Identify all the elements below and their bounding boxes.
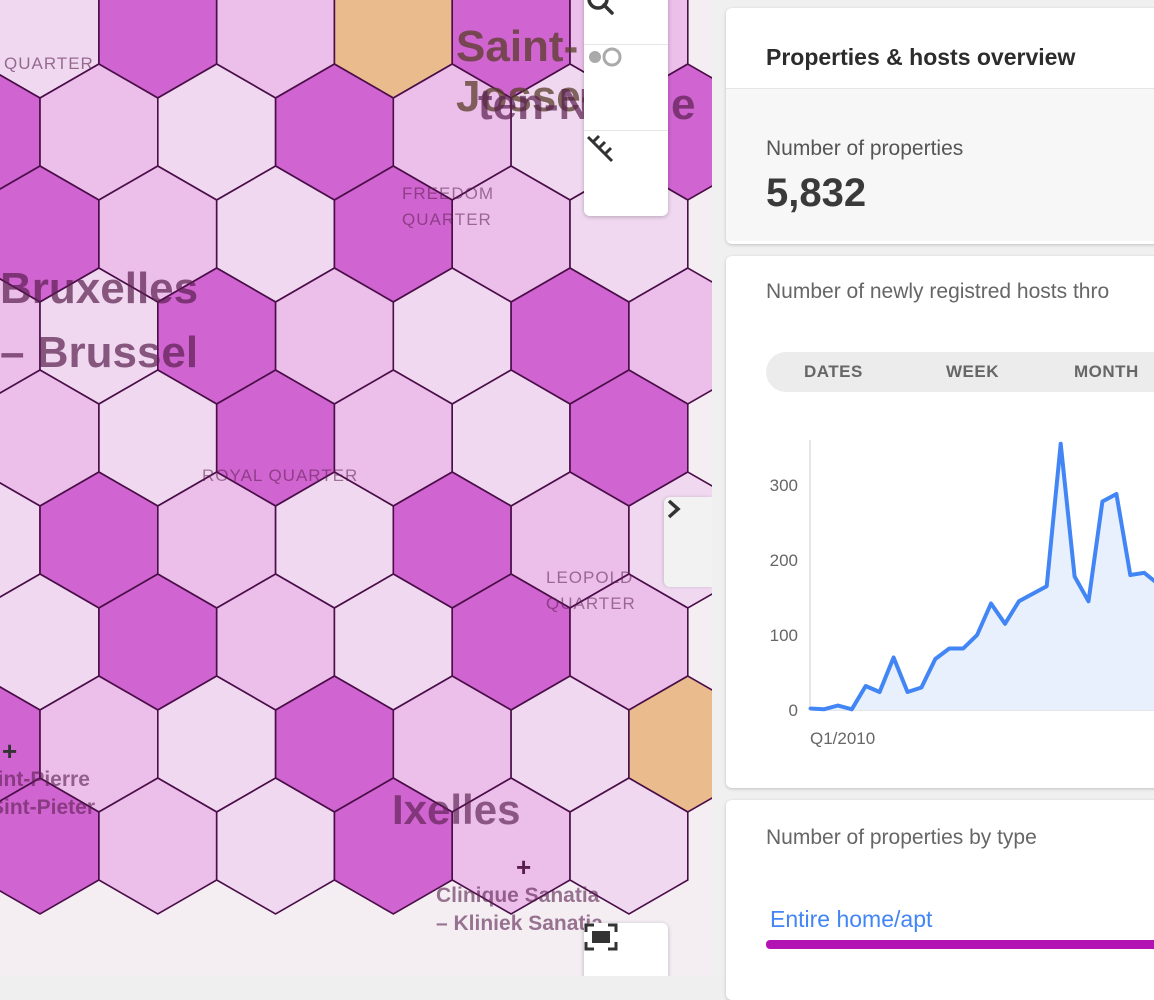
layer-toggle-button[interactable]: [584, 44, 668, 129]
x-tick-label: Q1/2010: [810, 729, 875, 748]
data-point[interactable]: [1142, 571, 1146, 575]
data-point[interactable]: [989, 602, 993, 605]
data-point[interactable]: [1087, 599, 1090, 603]
data-point[interactable]: [947, 647, 951, 650]
data-point[interactable]: [1114, 492, 1118, 496]
hosts-chart-card: Number of newly registred hosts thro DAT…: [726, 256, 1154, 788]
properties-kpi: Number of properties 5,832: [726, 88, 1154, 241]
y-tick-label: 300: [770, 476, 798, 495]
data-point[interactable]: [892, 656, 896, 659]
area-fill: [810, 443, 1154, 710]
data-point[interactable]: [919, 686, 923, 689]
data-point[interactable]: [1100, 500, 1104, 503]
data-point[interactable]: [1017, 599, 1021, 603]
fit-bounds-button[interactable]: [584, 923, 668, 976]
hosts-area-chart[interactable]: 0 100 200 300 Q1/2010: [746, 426, 1154, 756]
data-point[interactable]: [975, 633, 979, 637]
type-card: Number of properties by type Entire home…: [726, 800, 1154, 1000]
chevron-right-icon: [667, 499, 681, 519]
type-bar-entire-home: [766, 940, 1154, 949]
toggle-dots-icon: [589, 47, 622, 67]
data-point[interactable]: [961, 647, 965, 650]
data-point[interactable]: [850, 707, 854, 711]
kpi-label: Number of properties: [766, 137, 964, 160]
data-point[interactable]: [1128, 573, 1132, 577]
collapse-panel-button[interactable]: [664, 497, 712, 587]
y-tick-label: 100: [770, 626, 798, 645]
overview-card: Properties & hosts overview Number of pr…: [726, 8, 1154, 244]
series-line[interactable]: [809, 441, 1154, 712]
data-point[interactable]: [864, 684, 868, 688]
data-point[interactable]: [822, 707, 826, 711]
hex-cell[interactable]: [569, 777, 689, 915]
granularity-selector: DATES WEEK MONTH: [766, 352, 1154, 392]
data-point[interactable]: [933, 657, 937, 661]
data-point[interactable]: [906, 690, 909, 694]
search-icon: [587, 0, 614, 15]
data-point[interactable]: [808, 707, 812, 710]
search-button[interactable]: [584, 0, 668, 74]
measure-button[interactable]: [584, 130, 668, 215]
kpi-value: 5,832: [766, 171, 867, 215]
panel-title: Properties & hosts overview: [766, 44, 1076, 70]
tab-week[interactable]: WEEK: [946, 362, 999, 381]
y-tick-label: 200: [770, 551, 798, 570]
hexbin-map[interactable]: Saint-Josse- ten-Noode QUARTER FREEDOM Q…: [0, 0, 712, 976]
side-panel: Properties & hosts overview Number of pr…: [712, 0, 1154, 1000]
tab-month[interactable]: MONTH: [1074, 362, 1139, 381]
data-point[interactable]: [1003, 622, 1007, 626]
tab-dates[interactable]: DATES: [804, 362, 863, 381]
type-label-entire-home[interactable]: Entire home/apt: [770, 906, 933, 932]
data-point[interactable]: [836, 704, 840, 707]
data-point[interactable]: [1045, 584, 1049, 588]
data-point[interactable]: [1059, 442, 1063, 446]
ruler-icon: [586, 134, 614, 163]
map-toolbar: [584, 0, 668, 216]
data-point[interactable]: [1073, 575, 1077, 578]
fit-screen-icon: [584, 923, 618, 951]
type-card-title: Number of properties by type: [766, 826, 1037, 849]
data-point[interactable]: [878, 690, 882, 694]
y-tick-label: 0: [789, 701, 798, 720]
data-point[interactable]: [1031, 592, 1035, 596]
hosts-chart-title: Number of newly registred hosts thro: [766, 280, 1110, 303]
